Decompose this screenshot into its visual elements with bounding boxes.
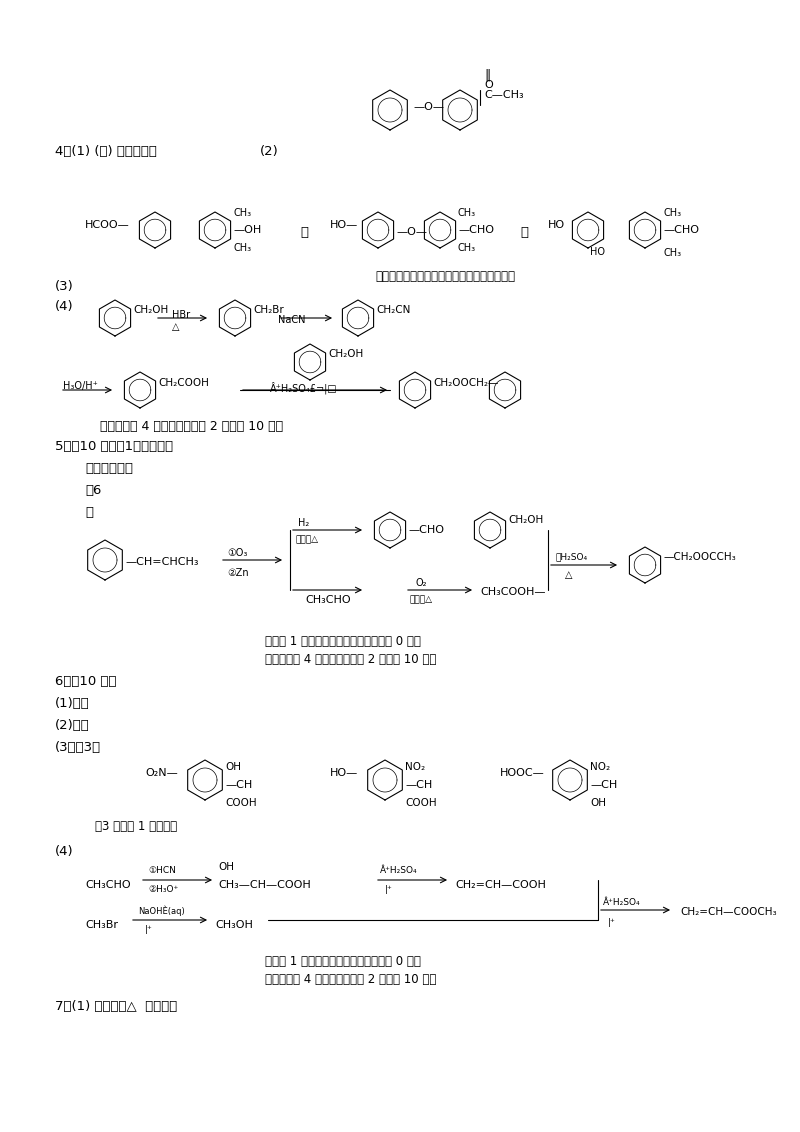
Text: —OH: —OH — [233, 225, 262, 235]
Text: CH₃COOH—: CH₃COOH— — [480, 588, 546, 597]
Text: (2): (2) — [260, 145, 278, 158]
Text: OH: OH — [218, 861, 234, 872]
Text: C—CH₃: C—CH₃ — [484, 91, 524, 100]
Text: CH₂Br: CH₂Br — [253, 305, 284, 315]
Text: OH: OH — [590, 798, 606, 808]
Text: HO—: HO— — [330, 220, 358, 230]
Text: 催化剂△: 催化剂△ — [295, 535, 318, 544]
Text: NO₂: NO₂ — [405, 762, 425, 772]
Text: HOOC—: HOOC— — [500, 767, 545, 778]
Text: （每步 1 分，第几步出现错误，此后即 0 分）: （每步 1 分，第几步出现错误，此后即 0 分） — [265, 635, 421, 648]
Text: （合成路线 4 分，其它每小题 2 分，共 10 分）: （合成路线 4 分，其它每小题 2 分，共 10 分） — [100, 420, 283, 434]
Text: CH₃: CH₃ — [663, 248, 681, 258]
Text: O₂N—: O₂N— — [145, 767, 178, 778]
Text: —CHO: —CHO — [458, 225, 494, 235]
Text: CH₂OH: CH₂OH — [133, 305, 168, 315]
Text: CH₃Br: CH₃Br — [85, 920, 118, 931]
Text: —CH: —CH — [590, 780, 618, 790]
Text: △: △ — [172, 321, 179, 332]
Text: CH₂OOCH₂—: CH₂OOCH₂— — [433, 378, 498, 388]
Text: 浓H₂SO₄: 浓H₂SO₄ — [555, 552, 587, 561]
Text: CH₂OH: CH₂OH — [508, 515, 543, 525]
Text: Â⁺H₂SO₄: Â⁺H₂SO₄ — [603, 898, 641, 907]
Text: CH₂OH: CH₂OH — [328, 349, 363, 359]
Text: (1)醛基: (1)醛基 — [55, 697, 90, 710]
Text: CH₃OH: CH₃OH — [215, 920, 253, 931]
Text: 7．(1) 浓硫酸，△  还原反应: 7．(1) 浓硫酸，△ 还原反应 — [55, 1000, 178, 1013]
Text: |⁺: |⁺ — [145, 925, 153, 934]
Text: HO: HO — [590, 247, 605, 257]
Text: 4．(1) (酚) 羟基、羰基: 4．(1) (酚) 羟基、羰基 — [55, 145, 157, 158]
Text: H₂: H₂ — [298, 518, 310, 528]
Text: HO—: HO— — [330, 767, 358, 778]
Text: —CHO: —CHO — [408, 525, 444, 535]
Text: CH₂COOH: CH₂COOH — [158, 378, 209, 388]
Text: ①HCN: ①HCN — [148, 866, 176, 875]
Text: NaOHÈ(aq): NaOHÈ(aq) — [138, 906, 185, 917]
Text: （除第⑷问 4 分外，其余每空 2 分，共 10 分）: （除第⑷问 4 分外，其余每空 2 分，共 10 分） — [265, 653, 436, 666]
Text: Â⁺H₂SO₄: Â⁺H₂SO₄ — [380, 866, 418, 875]
Text: CH₂CN: CH₂CN — [376, 305, 410, 315]
Text: NaCN: NaCN — [278, 315, 306, 325]
Text: —CHO: —CHO — [663, 225, 699, 235]
Text: ⑵乙醇，加热: ⑵乙醇，加热 — [85, 462, 133, 475]
Text: —O—: —O— — [396, 228, 427, 237]
Text: ‖: ‖ — [484, 69, 490, 82]
Text: |⁺: |⁺ — [608, 918, 616, 927]
Text: —CH=CHCH₃: —CH=CHCH₃ — [125, 557, 198, 567]
Text: △: △ — [565, 571, 573, 580]
Text: HCOO—: HCOO— — [85, 220, 130, 230]
Text: ⑷: ⑷ — [85, 506, 93, 518]
Text: (3）（3）: (3）（3） — [55, 741, 101, 754]
Text: CH₃: CH₃ — [233, 243, 251, 252]
Text: H₃O/H⁺: H₃O/H⁺ — [63, 381, 98, 391]
Text: CH₃—CH—COOH: CH₃—CH—COOH — [218, 880, 310, 890]
Text: ①O₃: ①O₃ — [227, 548, 247, 558]
Text: CH₃CHO: CH₃CHO — [85, 880, 130, 890]
Text: O: O — [484, 80, 493, 91]
Text: CH₃: CH₃ — [663, 208, 681, 218]
Text: —CH₂OOCCH₃: —CH₂OOCCH₃ — [663, 552, 736, 561]
Text: (4): (4) — [55, 300, 74, 314]
Text: （3 个任写 1 个即可）: （3 个任写 1 个即可） — [95, 820, 177, 833]
Text: HBr: HBr — [172, 310, 190, 320]
Text: ②Zn: ②Zn — [227, 568, 249, 578]
Text: CH₃: CH₃ — [233, 208, 251, 218]
Text: CH₂=CH—COOCH₃: CH₂=CH—COOCH₃ — [680, 907, 777, 917]
Text: (3): (3) — [55, 280, 74, 293]
Text: |⁺: |⁺ — [385, 885, 393, 894]
Text: （除第⑷问 4 分外，其余每空 2 分，共 10 分）: （除第⑷问 4 分外，其余每空 2 分，共 10 分） — [265, 974, 436, 986]
Text: O₂: O₂ — [415, 578, 426, 588]
Text: —CH: —CH — [225, 780, 252, 790]
Text: Â⁺H₂SO₄£¬|□: Â⁺H₂SO₄£¬|□ — [270, 381, 338, 394]
Text: (4): (4) — [55, 844, 74, 858]
Text: 催化剂△: 催化剂△ — [410, 595, 433, 604]
Text: 6．（10 分）: 6．（10 分） — [55, 675, 117, 688]
Text: 或: 或 — [300, 225, 308, 239]
Text: CH₃: CH₃ — [458, 208, 476, 218]
Text: CH₂=CH—COOH: CH₂=CH—COOH — [455, 880, 546, 890]
Text: COOH: COOH — [405, 798, 437, 808]
Text: OH: OH — [225, 762, 241, 772]
Text: —CH: —CH — [405, 780, 432, 790]
Text: （每步 1 分，第几步出现错误，此后即 0 分）: （每步 1 分，第几步出现错误，此后即 0 分） — [265, 955, 421, 968]
Text: ⑶6: ⑶6 — [85, 484, 102, 497]
Text: （苯环上的取代基只要位于对称位置均正确）: （苯环上的取代基只要位于对称位置均正确） — [375, 271, 515, 283]
Text: —O—: —O— — [413, 102, 444, 112]
Text: ②H₃O⁺: ②H₃O⁺ — [148, 885, 178, 894]
Text: (2)还原: (2)还原 — [55, 719, 90, 732]
Text: NO₂: NO₂ — [590, 762, 610, 772]
Text: 5．（10 分）（1）加成反应: 5．（10 分）（1）加成反应 — [55, 440, 173, 453]
Text: 或: 或 — [520, 225, 528, 239]
Text: CH₃: CH₃ — [458, 243, 476, 252]
Text: CH₃CHO: CH₃CHO — [305, 595, 350, 604]
Text: HO: HO — [548, 220, 565, 230]
Text: COOH: COOH — [225, 798, 257, 808]
